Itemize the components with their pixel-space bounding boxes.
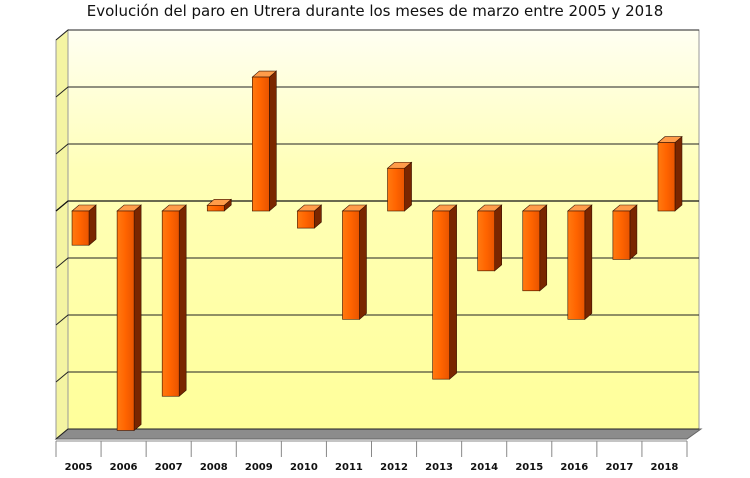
gridline	[55, 371, 699, 383]
bar-front	[477, 210, 495, 272]
gridline	[55, 29, 699, 41]
bar-front	[567, 210, 586, 320]
bar	[431, 204, 458, 380]
bar	[116, 204, 142, 432]
x-tick-label: 2015	[515, 462, 543, 473]
bar-front	[252, 76, 270, 212]
bar-front	[657, 142, 676, 212]
x-tick-label: 2007	[155, 462, 183, 473]
x-tick-label: 2011	[335, 462, 363, 473]
x-tick-label: 2018	[651, 462, 679, 473]
bar	[71, 204, 97, 246]
bar-side	[629, 204, 638, 261]
bar-side	[88, 204, 97, 246]
x-tick-label: 2016	[560, 462, 588, 473]
bar-side	[494, 204, 502, 272]
bar-front	[116, 210, 135, 431]
bar-front	[387, 167, 405, 212]
bar-side	[133, 204, 142, 432]
bar	[296, 204, 323, 229]
bar-front	[342, 210, 360, 320]
x-tick-label: 2005	[65, 462, 93, 473]
bar-front	[297, 210, 315, 229]
bar	[521, 204, 548, 292]
x-tick-label: 2014	[470, 462, 498, 473]
bar-front	[432, 210, 450, 380]
bar	[341, 204, 368, 320]
bar-side	[539, 204, 548, 292]
bar	[386, 161, 413, 212]
chart-title: Evolución del paro en Utrera durante los…	[86, 2, 664, 20]
bars-group	[71, 70, 683, 432]
bar	[161, 204, 187, 397]
bar	[206, 198, 233, 212]
floor	[54, 428, 703, 440]
bar-side	[584, 204, 593, 320]
bar-front	[71, 210, 90, 246]
x-tick-label: 2009	[245, 462, 273, 473]
bar	[657, 135, 683, 212]
bar	[251, 70, 278, 212]
bar-front	[161, 210, 180, 397]
bar-front	[206, 205, 225, 212]
bar	[567, 204, 593, 320]
bar-front	[612, 210, 631, 260]
bar-side	[404, 161, 412, 212]
x-tick-label: 2010	[290, 462, 318, 473]
bar-side	[449, 204, 457, 380]
x-tick-label: 2006	[110, 462, 138, 473]
x-tick-label: 2012	[380, 462, 408, 473]
gridline	[55, 428, 699, 440]
x-tick-label: 2008	[200, 462, 228, 473]
bar	[612, 204, 638, 261]
gridline	[55, 314, 699, 326]
bar-side	[269, 70, 277, 212]
x-axis: 2005 2006 2007 2008 2009 2010 2011 2012 2013 2014…	[55, 440, 688, 473]
gridline	[55, 143, 699, 155]
plot-walls	[54, 28, 703, 441]
zero-line	[55, 200, 699, 212]
x-tick-label: 2013	[425, 462, 453, 473]
bar-side	[359, 204, 367, 320]
bar-front	[522, 210, 541, 292]
bar-side	[674, 135, 683, 212]
gridline	[55, 86, 699, 98]
bar	[476, 204, 503, 272]
bar-side	[178, 204, 187, 397]
x-tick-label: 2017	[605, 462, 633, 473]
